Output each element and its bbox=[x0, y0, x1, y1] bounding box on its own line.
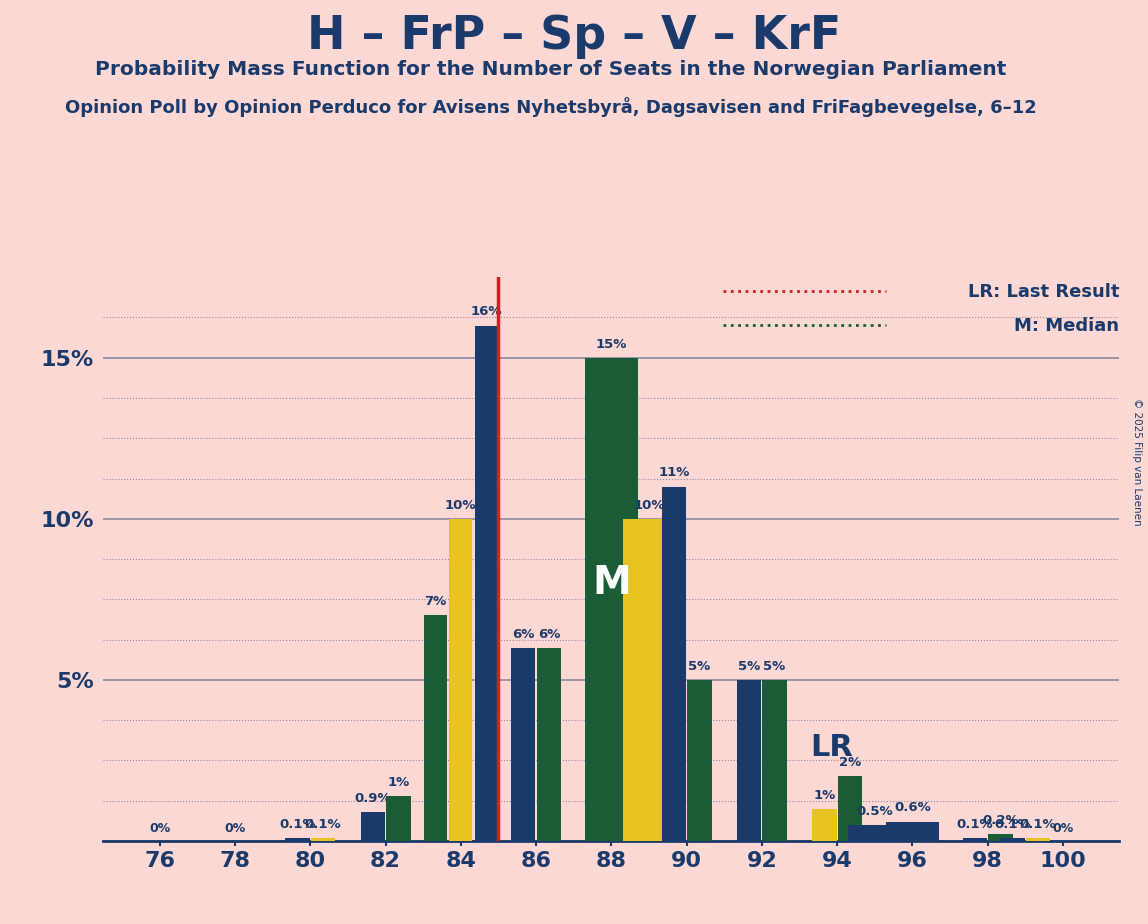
Text: 0.5%: 0.5% bbox=[856, 805, 893, 818]
Text: 0%: 0% bbox=[224, 822, 246, 835]
Text: 5%: 5% bbox=[763, 660, 785, 673]
Text: 0.1%: 0.1% bbox=[304, 818, 341, 831]
Text: Probability Mass Function for the Number of Seats in the Norwegian Parliament: Probability Mass Function for the Number… bbox=[95, 60, 1007, 79]
Text: M: Median: M: Median bbox=[1015, 317, 1119, 334]
Bar bbox=[424, 615, 447, 841]
Bar bbox=[962, 838, 987, 841]
Text: 5%: 5% bbox=[689, 660, 711, 673]
Text: 5%: 5% bbox=[738, 660, 760, 673]
Text: 1%: 1% bbox=[387, 775, 410, 789]
Bar bbox=[536, 648, 561, 841]
Text: H – FrP – Sp – V – KrF: H – FrP – Sp – V – KrF bbox=[307, 14, 841, 59]
Text: Opinion Poll by Opinion Perduco for Avisens Nyhetsbyrå, Dagsavisen and FriFagbev: Opinion Poll by Opinion Perduco for Avis… bbox=[65, 97, 1037, 117]
Bar bbox=[311, 838, 335, 841]
Bar bbox=[386, 796, 411, 841]
Bar bbox=[449, 518, 473, 841]
Bar bbox=[988, 834, 1013, 841]
Bar bbox=[622, 518, 675, 841]
Text: 11%: 11% bbox=[658, 467, 690, 480]
Text: 0.1%: 0.1% bbox=[1019, 818, 1056, 831]
Text: M: M bbox=[592, 565, 630, 602]
Text: LR: LR bbox=[810, 733, 854, 762]
Text: 0.1%: 0.1% bbox=[279, 818, 316, 831]
Bar bbox=[285, 838, 310, 841]
Bar bbox=[762, 680, 786, 841]
Text: 1%: 1% bbox=[813, 788, 836, 801]
Text: 15%: 15% bbox=[596, 337, 627, 350]
Text: 0.6%: 0.6% bbox=[894, 801, 931, 814]
Text: 2%: 2% bbox=[839, 757, 861, 770]
Text: 7%: 7% bbox=[424, 595, 447, 608]
Text: 0.2%: 0.2% bbox=[982, 814, 1018, 827]
Bar bbox=[1000, 838, 1025, 841]
Bar bbox=[511, 648, 535, 841]
Text: 0.1%: 0.1% bbox=[994, 818, 1031, 831]
Text: 6%: 6% bbox=[537, 627, 560, 640]
Bar bbox=[661, 487, 687, 841]
Text: 0.1%: 0.1% bbox=[956, 818, 993, 831]
Bar bbox=[688, 680, 712, 841]
Text: 0.9%: 0.9% bbox=[355, 792, 391, 805]
Bar bbox=[812, 808, 837, 841]
Bar bbox=[475, 325, 498, 841]
Text: 10%: 10% bbox=[634, 499, 665, 512]
Bar bbox=[360, 812, 385, 841]
Bar bbox=[848, 825, 901, 841]
Text: 10%: 10% bbox=[445, 499, 476, 512]
Bar bbox=[838, 776, 862, 841]
Text: 16%: 16% bbox=[471, 306, 502, 319]
Text: 0%: 0% bbox=[1053, 822, 1073, 835]
Text: 6%: 6% bbox=[512, 627, 535, 640]
Bar bbox=[585, 358, 637, 841]
Text: LR: Last Result: LR: Last Result bbox=[968, 283, 1119, 301]
Bar bbox=[737, 680, 761, 841]
Text: © 2025 Filip van Laenen: © 2025 Filip van Laenen bbox=[1132, 398, 1142, 526]
Text: 0%: 0% bbox=[149, 822, 170, 835]
Bar bbox=[886, 821, 939, 841]
Bar bbox=[1026, 838, 1050, 841]
